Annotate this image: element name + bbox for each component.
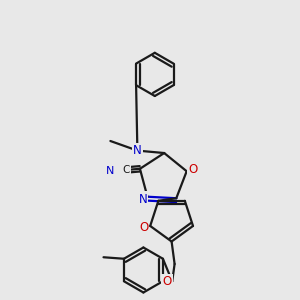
Text: N: N (139, 193, 147, 206)
Text: O: O (139, 221, 148, 234)
Text: N: N (106, 167, 114, 176)
Text: O: O (162, 275, 171, 288)
Text: O: O (189, 163, 198, 176)
Text: C: C (123, 165, 130, 175)
Text: N: N (133, 144, 142, 157)
